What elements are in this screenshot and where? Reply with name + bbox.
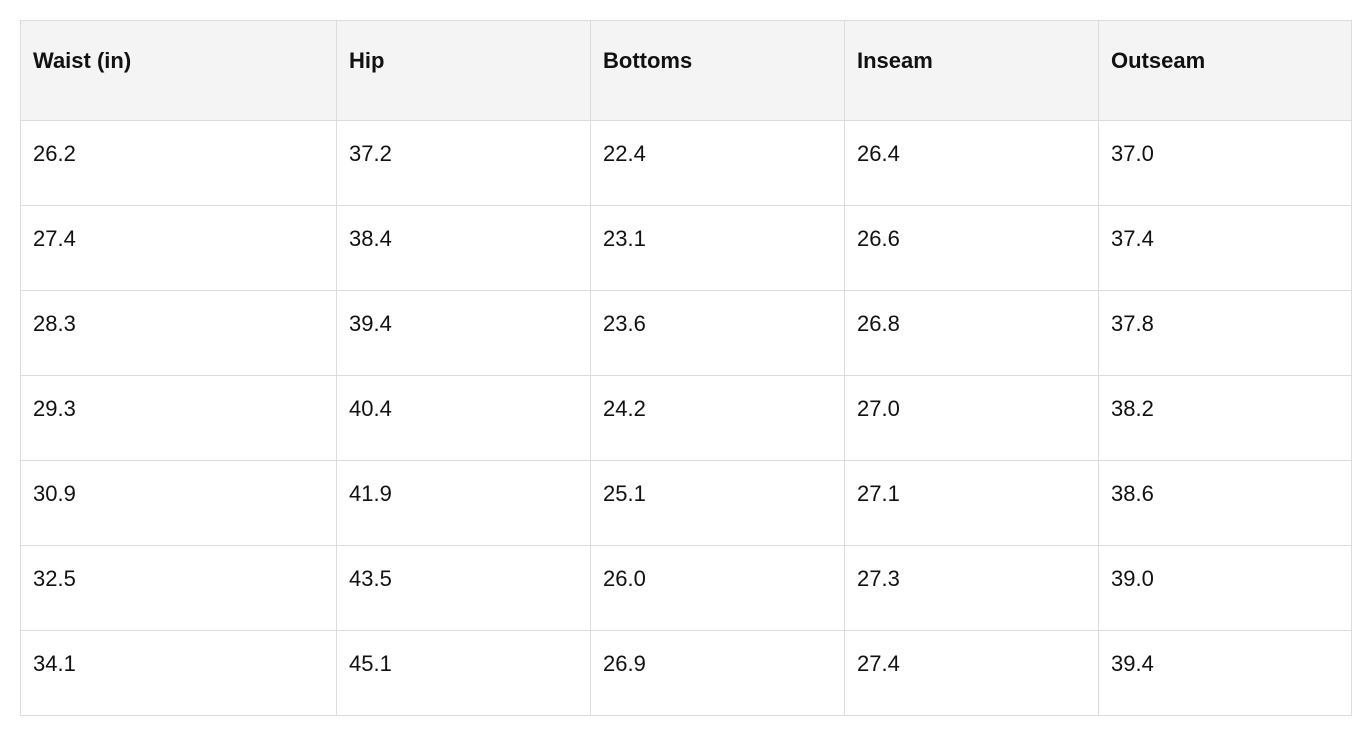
table-cell: 37.2 [336,120,591,206]
table-row: 32.5 43.5 26.0 27.3 39.0 [20,545,1352,631]
table-cell: 26.6 [844,205,1099,291]
table-cell: 30.9 [20,460,337,546]
table-row: 30.9 41.9 25.1 27.1 38.6 [20,460,1352,546]
table-cell: 23.6 [590,290,845,376]
table-cell: 26.8 [844,290,1099,376]
table-cell: 38.6 [1098,460,1352,546]
table-cell: 29.3 [20,375,337,461]
table-cell: 23.1 [590,205,845,291]
table-cell: 37.0 [1098,120,1352,206]
table-cell: 38.4 [336,205,591,291]
table-cell: 24.2 [590,375,845,461]
table-cell: 39.4 [336,290,591,376]
table-row: 34.1 45.1 26.9 27.4 39.4 [20,630,1352,716]
table-body: 26.2 37.2 22.4 26.4 37.0 27.4 38.4 23.1 26.6 37.4… [20,120,1352,716]
header-cell: Hip [336,20,591,121]
table-cell: 26.2 [20,120,337,206]
table-row: 28.3 39.4 23.6 26.8 37.8 [20,290,1352,376]
table-cell: 27.4 [20,205,337,291]
table-cell: 27.3 [844,545,1099,631]
table-cell: 32.5 [20,545,337,631]
size-table: Waist (in) Hip Bottoms Inseam Outseam 26.2 37… [20,20,1352,716]
table-cell: 38.2 [1098,375,1352,461]
table-cell: 40.4 [336,375,591,461]
table-cell: 27.0 [844,375,1099,461]
table-row: 26.2 37.2 22.4 26.4 37.0 [20,120,1352,206]
header-row: Waist (in) Hip Bottoms Inseam Outseam [20,20,1352,121]
table-head: Waist (in) Hip Bottoms Inseam Outseam [20,20,1352,121]
header-cell: Bottoms [590,20,845,121]
table-row: 29.3 40.4 24.2 27.0 38.2 [20,375,1352,461]
table-cell: 45.1 [336,630,591,716]
header-cell: Waist (in) [20,20,337,121]
table-cell: 26.4 [844,120,1099,206]
table-cell: 26.0 [590,545,845,631]
table-cell: 37.4 [1098,205,1352,291]
table-cell: 27.1 [844,460,1099,546]
table-row: 27.4 38.4 23.1 26.6 37.4 [20,205,1352,291]
table-cell: 34.1 [20,630,337,716]
table-cell: 37.8 [1098,290,1352,376]
table-cell: 27.4 [844,630,1099,716]
header-cell: Outseam [1098,20,1352,121]
table-cell: 22.4 [590,120,845,206]
header-cell: Inseam [844,20,1099,121]
table-cell: 39.4 [1098,630,1352,716]
table-cell: 25.1 [590,460,845,546]
table-cell: 26.9 [590,630,845,716]
table-cell: 43.5 [336,545,591,631]
table-cell: 28.3 [20,290,337,376]
table-cell: 41.9 [336,460,591,546]
table-cell: 39.0 [1098,545,1352,631]
